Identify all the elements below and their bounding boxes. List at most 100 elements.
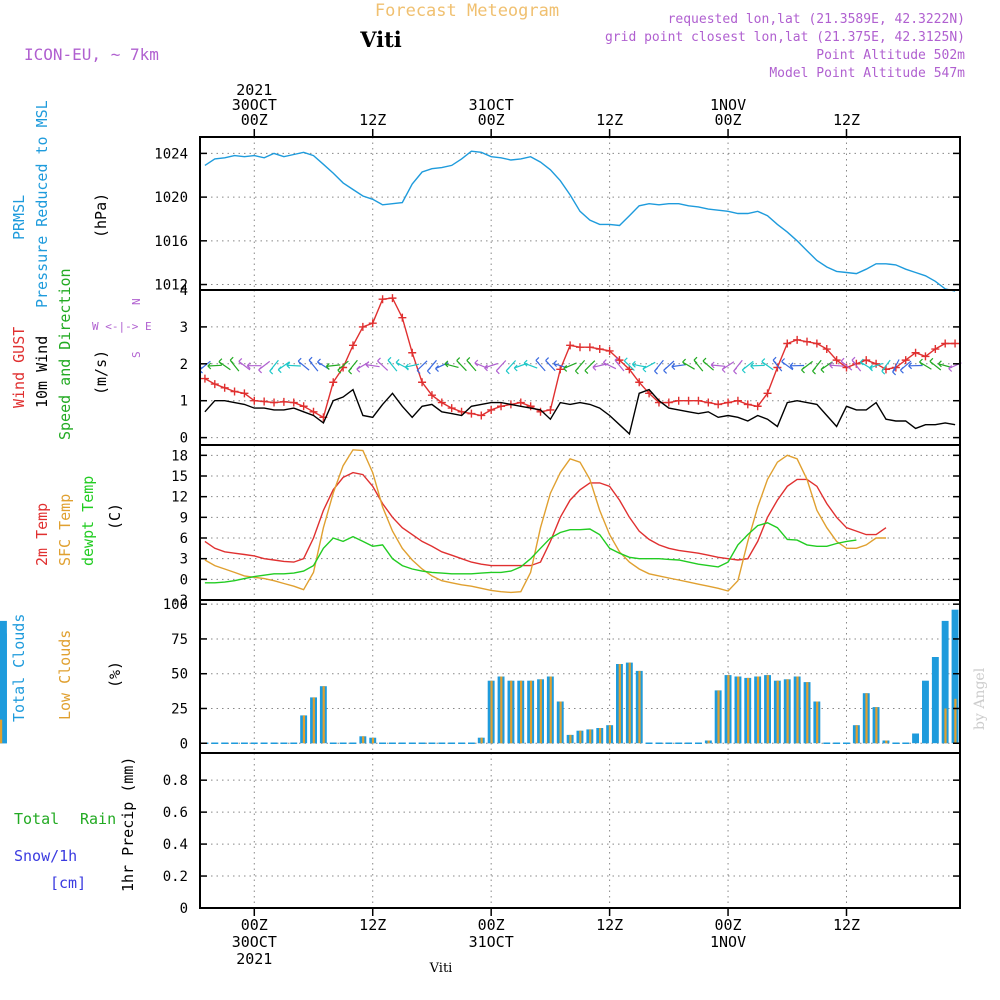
gust-marker xyxy=(378,295,387,304)
gust-marker xyxy=(743,400,752,409)
y-tick-label: 12 xyxy=(171,490,188,506)
wind-direction-arrow xyxy=(908,362,923,370)
wind-direction-arrow xyxy=(337,360,349,374)
top-time-label: 12Z xyxy=(596,111,623,129)
wind-direction-arrow xyxy=(444,360,459,368)
gust-marker xyxy=(467,409,476,418)
y-tick-label: 1024 xyxy=(154,146,188,162)
low-cloud-bar xyxy=(855,725,858,744)
wind-direction-arrow xyxy=(733,359,743,375)
low-cloud-bar xyxy=(599,728,602,744)
bottom-time-label: 12Z xyxy=(359,916,386,934)
y-tick-label: 1020 xyxy=(154,190,188,206)
temp-label-2m: 2m Temp xyxy=(33,503,51,566)
series-line xyxy=(204,471,887,567)
gust-marker xyxy=(210,380,219,389)
y-tick-label: 6 xyxy=(180,531,188,547)
axis-layer: 101210161020102401234-303691215180255075… xyxy=(154,81,960,968)
gust-marker xyxy=(576,343,584,352)
gust-marker xyxy=(714,400,723,409)
wind-direction-arrow xyxy=(642,361,656,373)
low-cloud-bar xyxy=(776,680,779,744)
point-altitude: Point Altitude 502m xyxy=(816,48,965,63)
wind-direction-arrow xyxy=(702,357,714,371)
low-cloud-bar xyxy=(559,701,562,744)
wind-direction-arrow xyxy=(404,363,420,371)
title: Forecast Meteogram xyxy=(375,1,559,21)
y-tick-label: 18 xyxy=(171,448,188,464)
y-tick-label: 3 xyxy=(180,552,188,568)
wind-label-unit: (m/s) xyxy=(92,350,110,395)
requested-coords: requested lon,lat (21.3589E, 42.3222N) xyxy=(668,12,965,27)
top-time-label: 30OCT xyxy=(232,96,277,114)
series-line xyxy=(204,449,886,594)
wind-direction-arrow xyxy=(416,360,428,374)
wind-direction-arrow xyxy=(387,356,398,372)
gust-marker xyxy=(368,319,377,328)
gust-marker xyxy=(289,398,298,407)
model-name: ICON-EU, ~ 7km xyxy=(24,45,159,64)
low-cloud-bar xyxy=(529,680,533,744)
precip-label-snow: Snow/1h xyxy=(14,847,77,865)
wind-direction-arrow xyxy=(869,362,883,372)
gust-marker xyxy=(822,345,831,354)
low-cloud-bar xyxy=(362,736,365,744)
gust-marker xyxy=(388,294,397,303)
wind-direction-arrow xyxy=(761,358,774,371)
frame-layer xyxy=(199,136,961,909)
wind-direction-arrow xyxy=(772,356,783,372)
y-tick-label: 1012 xyxy=(154,278,188,294)
low-cloud-bar xyxy=(608,725,611,744)
compass-ew: W <-|-> E xyxy=(92,320,152,333)
top-time-label: 00Z xyxy=(478,111,505,129)
cloud-label-total: Total Clouds xyxy=(10,614,28,722)
precip-label-rain: Rain xyxy=(80,810,116,828)
wind-direction-arrow xyxy=(466,356,477,372)
gust-marker xyxy=(230,387,239,396)
low-cloud-bar xyxy=(806,682,809,744)
gust-marker xyxy=(941,339,950,348)
wind-label-speeddir: Speed and Direction xyxy=(56,268,74,440)
gust-marker xyxy=(664,398,673,407)
wind-direction-arrow xyxy=(623,357,635,371)
wind-direction-arrow xyxy=(395,358,409,370)
gust-marker xyxy=(457,407,466,416)
wind-direction-arrow xyxy=(563,362,577,372)
gust-marker xyxy=(200,374,209,383)
top-time-label: 12Z xyxy=(359,111,386,129)
low-cloud-bar xyxy=(885,740,888,744)
low-cloud-bar xyxy=(490,680,493,744)
y-tick-label: 0 xyxy=(180,572,188,588)
pressure-label-prmsl: PRMSL xyxy=(10,195,28,240)
wind-direction-arrow xyxy=(574,360,586,375)
gust-marker xyxy=(477,411,486,420)
wind-direction-arrow xyxy=(484,362,498,372)
y-tick-label: -3 xyxy=(171,593,188,609)
wind-direction-arrow xyxy=(781,358,794,371)
gust-marker xyxy=(812,339,821,348)
gust-marker xyxy=(398,313,407,322)
wind-direction-arrow xyxy=(631,360,647,368)
low-cloud-bar xyxy=(737,676,740,744)
gust-marker xyxy=(260,397,269,406)
gust-marker xyxy=(763,389,772,398)
wind-direction-arrow xyxy=(750,362,765,370)
precip-label-total: Total xyxy=(14,810,59,828)
data-layer xyxy=(0,150,962,745)
gust-marker xyxy=(358,322,367,331)
gust-marker xyxy=(872,359,881,368)
precip-label-cm: [cm] xyxy=(50,874,86,892)
gust-marker xyxy=(556,365,565,374)
gust-marker xyxy=(951,339,960,348)
top-time-label: 00Z xyxy=(241,111,268,129)
gust-marker xyxy=(279,397,288,406)
wind-direction-arrow xyxy=(820,361,833,374)
wind-label-10m: 10m Wind xyxy=(33,336,51,408)
gust-marker xyxy=(901,356,910,365)
wind-direction-arrow xyxy=(840,357,853,371)
low-cloud-bar xyxy=(0,719,3,744)
low-cloud-bar xyxy=(766,675,769,744)
wind-direction-arrow xyxy=(892,359,900,376)
series-line xyxy=(204,388,956,436)
low-cloud-bar xyxy=(638,670,641,744)
